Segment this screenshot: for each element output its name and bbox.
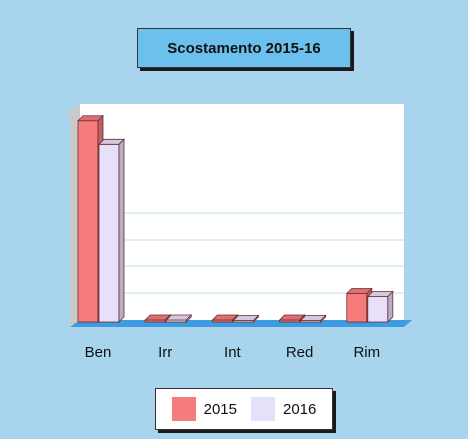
x-tick-label-Int: Int [224,344,242,361]
x-tick-label-Red: Red [286,344,314,361]
bar-2016-Red [299,314,327,323]
legend-swatch-2015 [171,397,196,421]
legend-item-2015: 2015 [171,397,237,421]
bars-group [77,114,394,323]
x-tick-label-Irr: Irr [158,344,172,361]
legend-label-2016: 2016 [283,400,317,418]
plot-area [70,104,412,327]
chart-title: Scostamento 2015-16 [137,28,351,68]
bar-2016-Rim [366,290,394,323]
legend-item-2016: 2016 [251,397,316,421]
bar-2016-Ben [98,138,125,323]
bar-2015-Int [211,314,239,323]
bar-2016-Irr [165,314,193,323]
legend-label-2015: 2015 [203,400,237,418]
x-tick-label-Ben: Ben [85,344,112,361]
left-wall [70,104,80,327]
x-axis-labels: Ben Irr Int Red Rim [85,344,380,361]
x-tick-label-Rim: Rim [353,344,380,361]
legend: 2015 2016 [155,388,333,430]
legend-swatch-2016 [251,397,275,421]
bar-2016-Int [232,314,260,323]
